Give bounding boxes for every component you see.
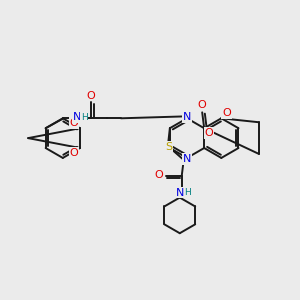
Text: N: N: [176, 188, 184, 198]
Text: N: N: [183, 154, 191, 164]
Text: H: H: [184, 188, 191, 197]
Text: O: O: [87, 91, 96, 100]
Text: H: H: [81, 113, 88, 122]
Text: O: O: [154, 170, 163, 180]
Text: O: O: [70, 118, 78, 128]
Text: N: N: [183, 112, 191, 122]
Text: O: O: [70, 148, 78, 158]
Text: O: O: [198, 100, 207, 110]
Text: O: O: [205, 128, 214, 138]
Text: S: S: [165, 142, 172, 152]
Text: O: O: [222, 108, 231, 118]
Text: N: N: [73, 112, 82, 122]
